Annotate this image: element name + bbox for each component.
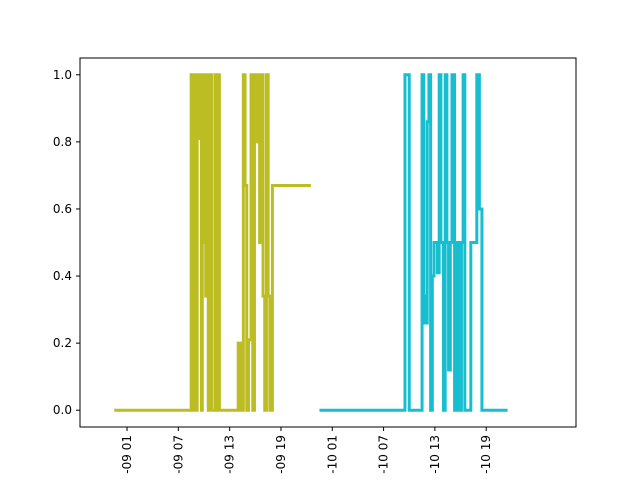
x-tick-label: -09 13 bbox=[223, 435, 237, 474]
axes-frame bbox=[79, 57, 577, 428]
x-tick-label: -09 01 bbox=[120, 435, 134, 474]
x-axis: -09 01 -09 07 -09 13 -09 19 -10 01 -10 07 -10 … bbox=[120, 427, 493, 474]
y-tick-label: 0.4 bbox=[53, 269, 72, 283]
series-layer bbox=[114, 73, 508, 412]
x-tick-label: -09 07 bbox=[171, 435, 185, 474]
y-tick-label: 0.0 bbox=[53, 403, 72, 417]
y-axis: 0.0 0.2 0.4 0.6 0.8 1.0 bbox=[53, 68, 80, 417]
x-tick-label: -10 01 bbox=[325, 435, 339, 474]
y-tick-label: 0.6 bbox=[53, 202, 72, 216]
series-line-1 bbox=[114, 73, 311, 412]
plot-area bbox=[79, 57, 577, 428]
x-tick-label: -09 19 bbox=[274, 435, 288, 474]
x-tick-label: -10 13 bbox=[428, 435, 442, 474]
y-tick-label: 0.2 bbox=[53, 336, 72, 350]
x-tick-label: -10 19 bbox=[479, 435, 493, 474]
x-tick-label: -10 07 bbox=[377, 435, 391, 474]
series-line-2 bbox=[319, 73, 508, 412]
y-tick-label: 0.8 bbox=[53, 135, 72, 149]
y-tick-label: 1.0 bbox=[53, 68, 72, 82]
